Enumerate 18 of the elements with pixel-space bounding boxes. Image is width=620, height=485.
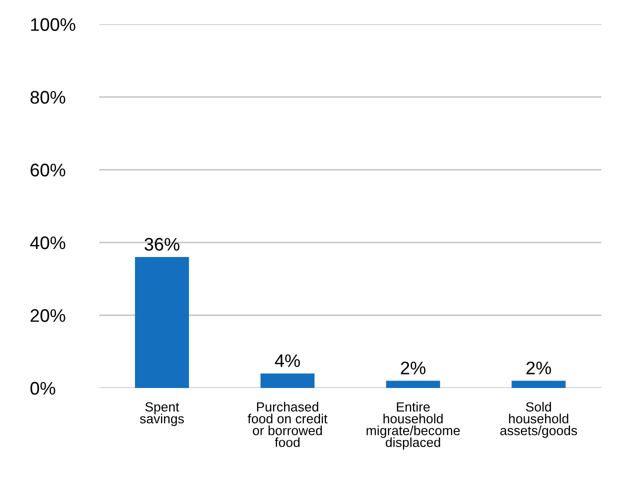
y-tick-label: 20% (30, 309, 66, 322)
y-tick-label: 0% (30, 382, 56, 395)
y-tick-label: 60% (30, 164, 66, 176)
y-tick-label: 80% (30, 90, 66, 104)
x-tick-label: Sold household assets/goods (500, 402, 578, 438)
y-tick-label: 40% (30, 236, 66, 250)
bar (512, 380, 566, 388)
x-tick-label: Spent savings (140, 402, 184, 426)
data-label: 2% (400, 362, 426, 374)
bar (260, 373, 315, 388)
bar (386, 380, 440, 388)
x-tick-label: Purchased food on credit or borrowed food (248, 402, 328, 448)
x-tick-label: Entire household migrate/become displaced (366, 402, 460, 450)
data-label: 4% (274, 354, 300, 368)
data-label: 2% (526, 362, 552, 374)
bar (134, 257, 189, 388)
y-tick-label: 100% (31, 18, 76, 31)
data-label: 36% (144, 238, 180, 251)
